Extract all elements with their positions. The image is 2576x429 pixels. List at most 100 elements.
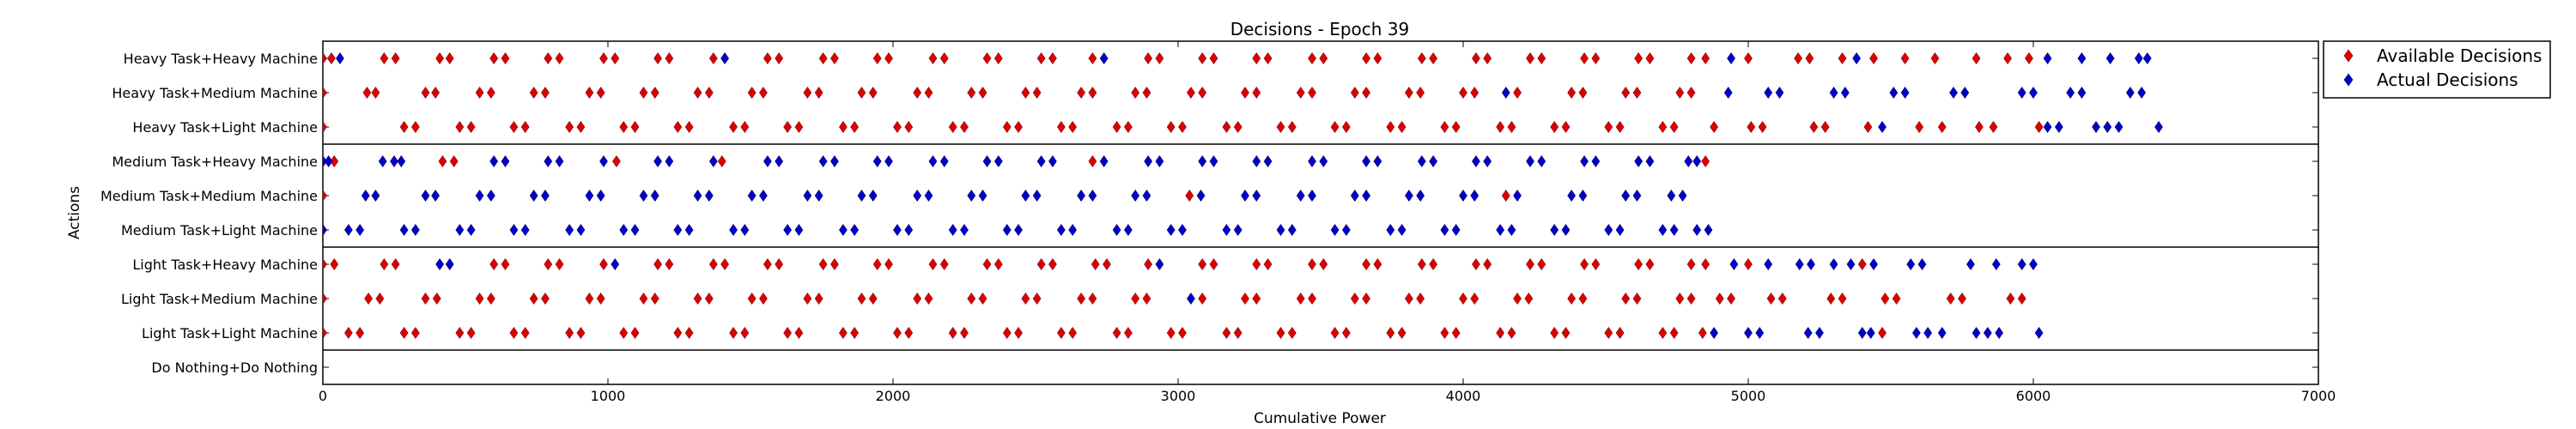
- actual-decision-point: [818, 154, 828, 168]
- available-decision-point: [1088, 292, 1097, 305]
- actual-decision-point: [1440, 223, 1449, 237]
- actual-decision-point: [2105, 51, 2115, 65]
- available-decision-point: [391, 51, 400, 65]
- available-decision-point: [399, 326, 409, 340]
- available-decision-point: [1496, 120, 1505, 134]
- available-decision-point: [1561, 326, 1571, 340]
- available-decision-point: [1342, 120, 1351, 134]
- available-decision-point: [431, 86, 440, 100]
- available-decision-point: [939, 51, 949, 65]
- available-decision-point: [1088, 86, 1097, 100]
- available-decision-point: [1417, 51, 1426, 65]
- available-decision-point: [982, 257, 992, 271]
- available-decision-point: [1308, 292, 1316, 305]
- available-decision-point: [1308, 257, 1316, 271]
- actual-decision-point: [1684, 154, 1693, 168]
- actual-decision-point: [2103, 120, 2112, 134]
- actual-decision-point: [1815, 326, 1824, 340]
- available-decision-point: [1144, 257, 1153, 271]
- available-decision-point: [599, 51, 608, 65]
- available-decision-point: [1472, 51, 1480, 65]
- available-decision-point: [1451, 326, 1461, 340]
- actual-decision-point: [1604, 223, 1613, 237]
- actual-decision-point: [1002, 223, 1012, 237]
- available-decision-point: [1632, 292, 1642, 305]
- available-decision-point: [1131, 292, 1140, 305]
- actual-decision-point: [693, 189, 702, 202]
- available-decision-point: [1561, 120, 1571, 134]
- actual-decision-point: [1857, 326, 1867, 340]
- actual-decision-point: [2126, 86, 2135, 100]
- available-decision-point: [1057, 326, 1066, 340]
- actual-decision-point: [399, 223, 409, 237]
- actual-decision-point: [1937, 326, 1947, 340]
- actual-decision-point: [1319, 154, 1328, 168]
- actual-decision-point: [1032, 189, 1042, 202]
- y-axis-ticks: Heavy Task+Heavy Machine Heavy Task+Mediu…: [100, 51, 2318, 376]
- available-decision-point: [830, 257, 839, 271]
- actual-decision-point: [544, 154, 553, 168]
- available-decision-point: [1658, 120, 1668, 134]
- available-decision-point: [1621, 86, 1631, 100]
- available-decision-point: [1758, 120, 1767, 134]
- available-decision-point: [1088, 154, 1097, 168]
- actual-decision-point: [1330, 223, 1340, 237]
- available-decision-point: [1350, 292, 1359, 305]
- actual-decision-point: [435, 257, 444, 271]
- available-decision-point: [475, 86, 484, 100]
- available-decision-point: [913, 86, 922, 100]
- available-decision-point: [1263, 51, 1273, 65]
- available-decision-point: [967, 292, 976, 305]
- available-decision-point: [818, 51, 828, 65]
- available-decision-point: [1440, 120, 1449, 134]
- actual-decision-point: [1917, 257, 1927, 271]
- actual-decision-point: [1057, 223, 1066, 237]
- actual-decision-point: [1308, 189, 1316, 202]
- available-decision-point: [1645, 257, 1655, 271]
- available-decision-point: [1091, 257, 1100, 271]
- available-decision-point: [1209, 257, 1218, 271]
- available-decision-point: [1296, 86, 1305, 100]
- actual-decision-point: [783, 223, 793, 237]
- available-decision-point: [1124, 120, 1133, 134]
- available-decision-point: [1088, 51, 1097, 65]
- available-decision-point: [967, 86, 976, 100]
- actual-decision-point: [1088, 189, 1097, 202]
- x-tick-label: 5000: [1731, 388, 1766, 404]
- available-decision-point: [323, 120, 327, 134]
- available-decision-point: [1578, 86, 1588, 100]
- actual-decision-point: [1417, 154, 1426, 168]
- available-decision-point: [421, 86, 430, 100]
- actual-decision-point: [1287, 223, 1297, 237]
- actual-decision-point: [397, 154, 406, 168]
- available-decision-point: [1550, 326, 1559, 340]
- available-decision-point: [1233, 120, 1242, 134]
- available-decision-point: [1166, 120, 1176, 134]
- available-decision-point: [708, 51, 718, 65]
- actual-decision-point: [967, 189, 976, 202]
- available-decision-point: [1032, 292, 1042, 305]
- actual-decision-point: [1263, 154, 1273, 168]
- actual-decision-point: [431, 189, 440, 202]
- available-decision-point: [717, 154, 726, 168]
- actual-decision-point: [1729, 257, 1739, 271]
- available-decision-point: [884, 257, 893, 271]
- available-decision-point: [544, 257, 553, 271]
- available-decision-point: [763, 51, 772, 65]
- available-decision-point: [1103, 257, 1111, 271]
- available-decision-point: [747, 292, 756, 305]
- actual-decision-point: [2034, 326, 2044, 340]
- available-decision-point: [1537, 51, 1546, 65]
- available-decision-point: [775, 51, 784, 65]
- actual-decision-point: [1397, 223, 1406, 237]
- available-decision-point: [1470, 86, 1479, 100]
- actual-decision-point: [487, 189, 495, 202]
- actual-decision-point: [1416, 189, 1425, 202]
- available-decision-point: [1869, 51, 1878, 65]
- available-decision-point: [814, 292, 823, 305]
- y-tick-label: Heavy Task+Medium Machine: [112, 85, 318, 101]
- available-decision-point: [850, 326, 860, 340]
- available-decision-point: [619, 326, 629, 340]
